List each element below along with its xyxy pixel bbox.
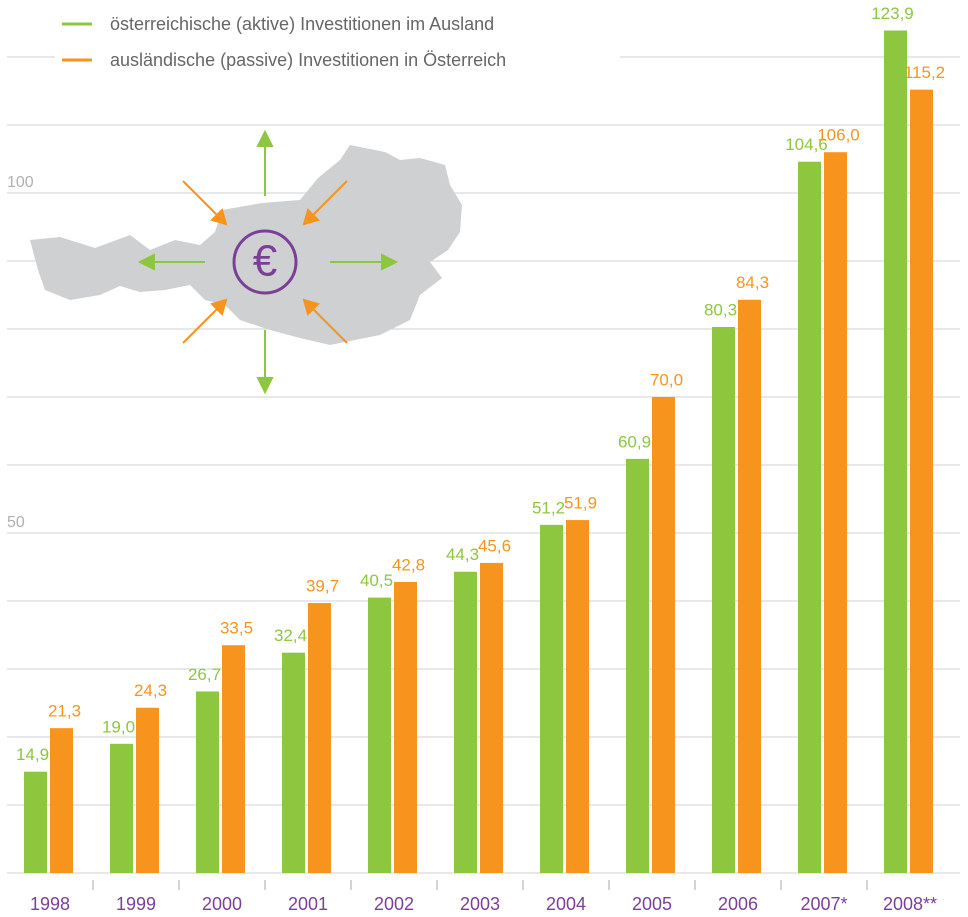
value-label: 51,2 <box>532 498 565 517</box>
value-label: 60,9 <box>618 432 651 451</box>
value-label: 26,7 <box>188 665 221 684</box>
value-label: 39,7 <box>306 577 339 596</box>
x-tick-label: 2005 <box>632 894 672 914</box>
bar <box>480 562 503 873</box>
x-tick-label: 1998 <box>30 894 70 914</box>
bar <box>110 743 133 873</box>
bar <box>368 597 391 873</box>
bar <box>824 152 847 873</box>
value-label: 84,3 <box>736 273 769 292</box>
bar <box>652 397 675 873</box>
value-label: 70,0 <box>650 370 683 389</box>
bar <box>738 299 761 873</box>
bar <box>50 728 73 873</box>
value-label: 24,3 <box>134 681 167 700</box>
x-tick-label: 2001 <box>288 894 328 914</box>
value-label: 80,3 <box>704 300 737 319</box>
bar <box>626 458 649 873</box>
bar <box>282 652 305 873</box>
value-label: 33,5 <box>220 619 253 638</box>
y-tick-label: 50 <box>7 514 25 531</box>
bar <box>884 30 907 874</box>
bar <box>136 707 159 873</box>
legend-background <box>55 46 620 74</box>
legend-label: ausländische (passive) Investitionen in … <box>110 50 506 70</box>
bar <box>712 326 735 874</box>
x-tick-label: 2004 <box>546 894 586 914</box>
bar <box>394 581 417 873</box>
value-label: 40,5 <box>360 571 393 590</box>
bar <box>308 603 331 873</box>
value-label: 115,2 <box>904 63 945 82</box>
value-label: 45,6 <box>478 536 511 555</box>
value-label: 106,0 <box>817 126 860 145</box>
map-illustration: € <box>30 129 462 395</box>
value-label: 51,9 <box>564 494 597 513</box>
value-label: 104,6 <box>785 135 828 154</box>
x-tick-label: 2000 <box>202 894 242 914</box>
x-tick-label: 2008** <box>883 894 937 914</box>
legend-label: österreichische (aktive) Investitionen i… <box>110 14 494 34</box>
value-label: 123,9 <box>871 4 914 23</box>
bar <box>798 161 821 874</box>
x-tick-label: 2006 <box>718 894 758 914</box>
x-tick-label: 1999 <box>116 894 156 914</box>
y-tick-label: 100 <box>7 174 34 191</box>
value-label: 44,3 <box>446 545 479 564</box>
value-label: 19,0 <box>102 717 135 736</box>
value-label: 42,8 <box>392 555 425 574</box>
austria-shape <box>30 145 462 345</box>
value-label: 32,4 <box>274 626 307 645</box>
value-label: 21,3 <box>48 702 81 721</box>
bar <box>222 645 245 873</box>
legend-background <box>55 10 620 38</box>
bar <box>540 524 563 873</box>
bar <box>454 571 477 873</box>
bar <box>196 691 219 873</box>
x-tick-label: 2007* <box>800 894 847 914</box>
bar <box>24 771 47 873</box>
x-tick-label: 2002 <box>374 894 414 914</box>
x-tick-label: 2003 <box>460 894 500 914</box>
bar <box>566 520 589 873</box>
euro-symbol: € <box>253 237 277 286</box>
value-label: 14,9 <box>16 745 49 764</box>
bar <box>910 89 933 873</box>
